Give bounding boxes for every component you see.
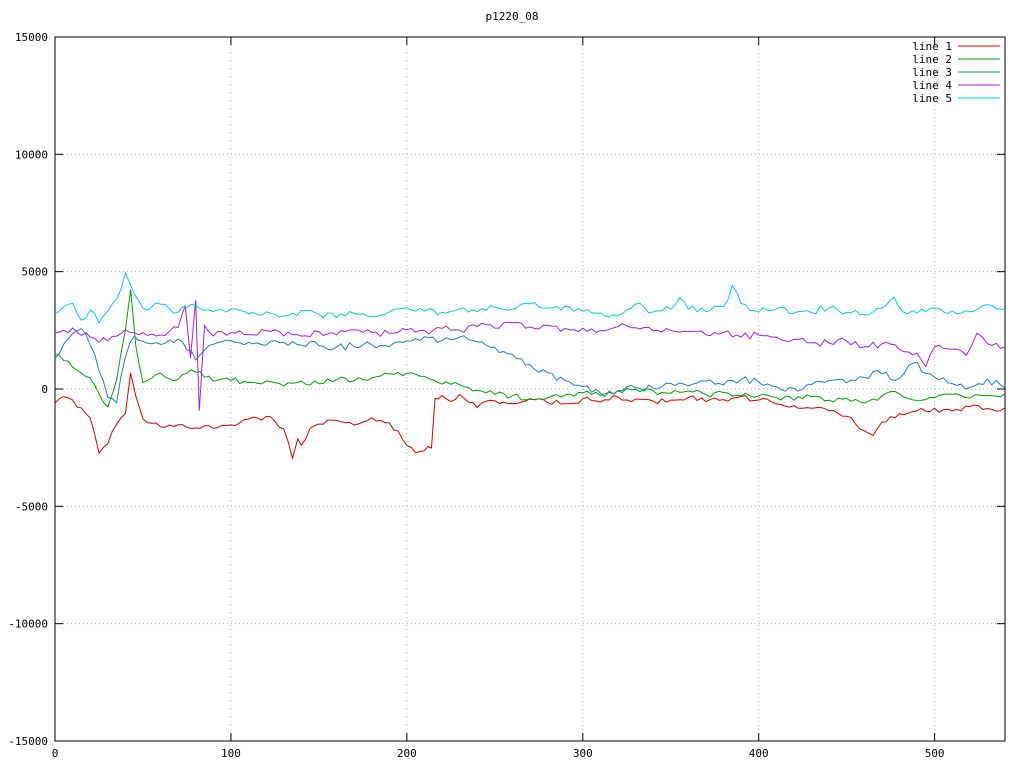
svg-text:0: 0 — [52, 747, 59, 760]
legend-label-line-2: line 2 — [912, 53, 952, 66]
series-line-4 — [54, 299, 1006, 411]
series-line-2 — [54, 289, 1006, 408]
series-line-5 — [54, 271, 1005, 324]
svg-text:200: 200 — [397, 747, 417, 760]
svg-text:100: 100 — [221, 747, 241, 760]
series-line-3 — [54, 327, 1006, 404]
svg-text:5000: 5000 — [22, 266, 49, 279]
legend-label-line-4: line 4 — [912, 79, 952, 92]
svg-text:-5000: -5000 — [15, 500, 48, 513]
chart-title: p1220_08 — [485, 10, 539, 23]
legend-label-line-1: line 1 — [912, 40, 952, 53]
svg-text:400: 400 — [749, 747, 769, 760]
legend-label-line-3: line 3 — [912, 66, 952, 79]
svg-text:15000: 15000 — [15, 31, 48, 44]
svg-text:0: 0 — [41, 383, 48, 396]
svg-text:10000: 10000 — [15, 148, 48, 161]
svg-text:-10000: -10000 — [8, 618, 48, 631]
svg-text:-15000: -15000 — [8, 735, 48, 748]
series-line-1 — [54, 372, 1006, 461]
svg-text:500: 500 — [925, 747, 945, 760]
legend-label-line-5: line 5 — [912, 92, 952, 105]
svg-text:300: 300 — [573, 747, 593, 760]
